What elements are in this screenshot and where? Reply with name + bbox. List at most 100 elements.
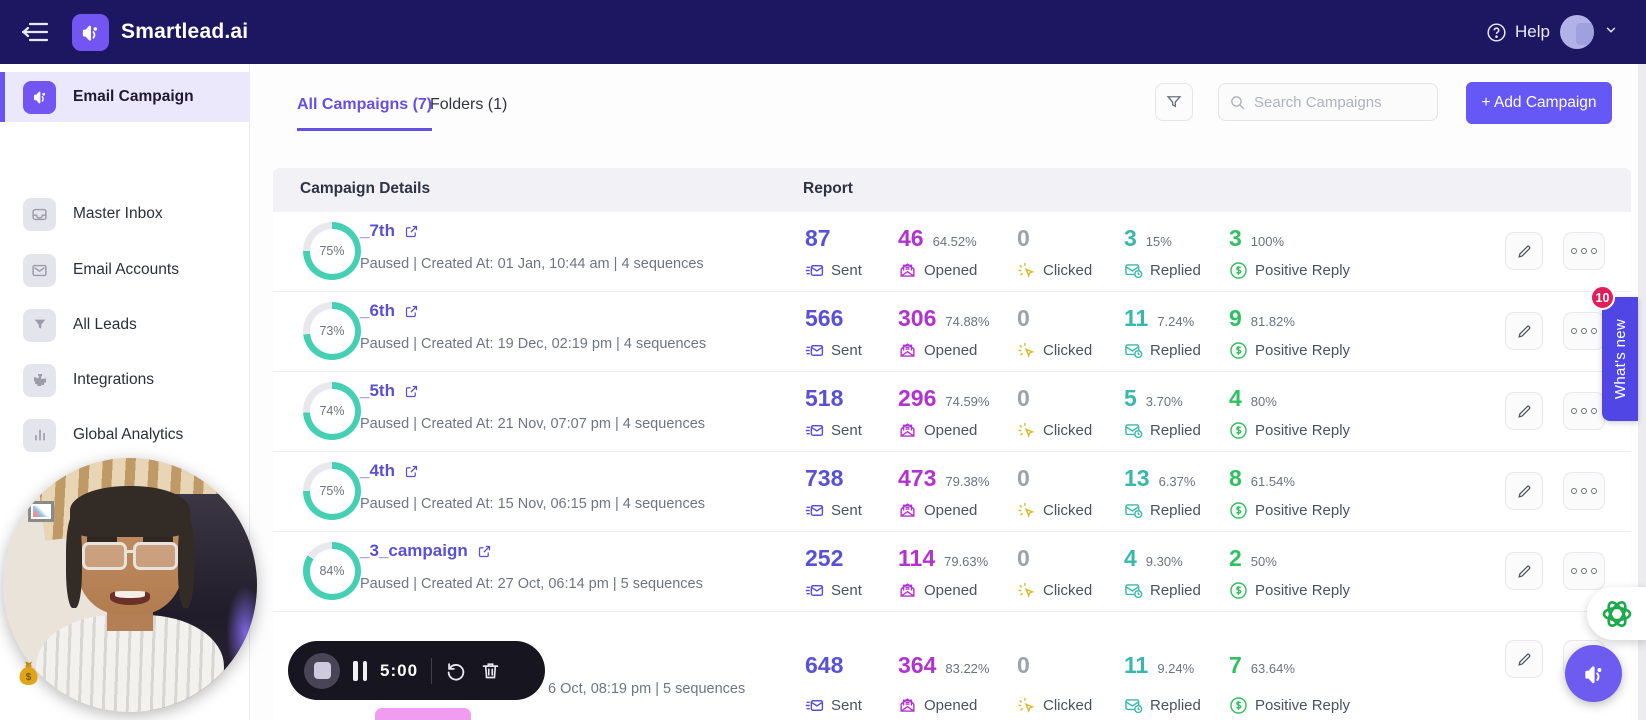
positive-reply-label: Positive Reply	[1255, 697, 1351, 714]
sidebar-collapse-icon[interactable]	[20, 19, 50, 45]
whats-new-label: What's new	[1611, 318, 1629, 400]
opened-count: 306	[898, 305, 937, 331]
webcam-overlay[interactable]	[3, 458, 257, 712]
progress-ring: 75%	[303, 222, 361, 280]
pause-recording-button[interactable]	[353, 660, 367, 681]
clicked-icon	[1018, 697, 1035, 713]
positive-count: 4	[1229, 385, 1242, 411]
external-link-icon	[405, 225, 418, 237]
replied-label: Replied	[1150, 697, 1201, 714]
positive-reply-label: Positive Reply	[1255, 582, 1351, 599]
more-options-button[interactable]	[1563, 552, 1605, 590]
sent-count: 648	[805, 652, 844, 678]
sidebar-item-email-campaign[interactable]: Email Campaign	[0, 72, 250, 122]
more-options-button[interactable]	[1563, 232, 1605, 270]
campaign-name-link[interactable]: _5th	[360, 381, 419, 401]
filter-button[interactable]	[1155, 83, 1193, 121]
search-input[interactable]	[1254, 93, 1419, 111]
opened-pct: 64.52%	[932, 234, 977, 249]
sent-count: 566	[805, 305, 844, 331]
campaign-name-link[interactable]: _6th	[360, 301, 419, 321]
progress-ring: 74%	[303, 382, 361, 440]
campaign-name-link[interactable]: _7th	[360, 221, 419, 241]
positive-reply-label: Positive Reply	[1255, 262, 1351, 279]
opened-icon	[900, 343, 915, 357]
help-label: Help	[1515, 22, 1550, 41]
campaign-name-link[interactable]: _4th	[360, 461, 419, 481]
more-options-button[interactable]	[1563, 392, 1605, 430]
positive-count: 3	[1229, 225, 1242, 251]
edit-campaign-button[interactable]	[1505, 312, 1543, 350]
opened-icon	[900, 423, 915, 437]
progress-ring: 75%	[303, 462, 361, 520]
table-row[interactable]: 75% _7th Paused | Created At: 01 Jan, 10…	[273, 212, 1631, 292]
sidebar-item-master-inbox[interactable]: Master Inbox	[0, 192, 250, 236]
sidebar-item-all-leads[interactable]: All Leads	[0, 303, 250, 347]
chevron-down-icon[interactable]	[1604, 23, 1618, 42]
sidebar-item-integrations[interactable]: Integrations	[0, 358, 250, 402]
restart-recording-button[interactable]	[445, 660, 467, 682]
positive-count: 9	[1229, 305, 1242, 331]
opened-pct: 83.22%	[945, 661, 990, 676]
recording-toolbar: 5:00	[288, 641, 545, 700]
opened-pct: 74.88%	[945, 314, 990, 329]
opened-icon	[900, 698, 915, 712]
tab-all-campaigns[interactable]: All Campaigns (7)	[297, 96, 433, 131]
replied-pct: 3.70%	[1145, 394, 1183, 409]
replied-label: Replied	[1150, 342, 1201, 359]
more-options-button[interactable]	[1563, 472, 1605, 510]
help-button[interactable]: Help	[1486, 22, 1550, 43]
sent-icon	[805, 425, 824, 436]
sent-count: 87	[805, 225, 831, 251]
sidebar-item-email-accounts[interactable]: Email Accounts	[0, 248, 250, 292]
replied-label: Replied	[1150, 502, 1201, 519]
table-row[interactable]: 74% _5th Paused | Created At: 21 Nov, 07…	[273, 372, 1631, 452]
external-link-icon	[405, 465, 418, 477]
pencil-icon	[1517, 653, 1530, 666]
clicked-icon	[1018, 342, 1035, 358]
user-avatar[interactable]	[1560, 15, 1594, 49]
replied-label: Replied	[1150, 262, 1201, 279]
recorder-app-button[interactable]	[1587, 587, 1646, 640]
edit-campaign-button[interactable]	[1505, 232, 1543, 270]
campaign-name-link[interactable]: _3_campaign	[360, 541, 492, 561]
edit-campaign-button[interactable]	[1505, 552, 1543, 590]
edit-campaign-button[interactable]	[1505, 472, 1543, 510]
bar-chart-icon	[23, 418, 56, 452]
opened-label: Opened	[924, 342, 978, 359]
replied-icon	[1125, 584, 1143, 599]
stop-recording-button[interactable]	[304, 652, 340, 689]
divider	[431, 657, 433, 684]
opened-count: 473	[898, 465, 937, 491]
positive-count: 8	[1229, 465, 1242, 491]
sent-label: Sent	[831, 502, 862, 519]
table-row[interactable]: 75% _4th Paused | Created At: 15 Nov, 06…	[273, 452, 1631, 532]
more-options-button[interactable]	[1563, 312, 1605, 350]
edit-campaign-button[interactable]	[1505, 392, 1543, 430]
smartlead-assistant-button[interactable]	[1565, 645, 1622, 702]
svg-text:$: $	[26, 672, 32, 683]
money-bag-icon: $	[16, 660, 41, 691]
vertical-scrollbar[interactable]	[1638, 64, 1646, 720]
sent-label: Sent	[831, 582, 862, 599]
add-campaign-button[interactable]: + Add Campaign	[1466, 82, 1612, 124]
sent-icon	[805, 505, 824, 516]
knot-icon	[1602, 600, 1632, 627]
edit-campaign-button[interactable]	[1505, 640, 1543, 678]
table-row[interactable]: 73% _6th Paused | Created At: 19 Dec, 02…	[273, 292, 1631, 372]
opened-count: 114	[898, 545, 936, 571]
opened-icon	[900, 583, 915, 597]
sidebar-item-global-analytics[interactable]: Global Analytics	[0, 413, 250, 457]
search-icon	[1231, 95, 1245, 109]
tab-folders[interactable]: Folders (1)	[430, 96, 508, 113]
replied-pct: 9.24%	[1157, 661, 1195, 676]
positive-reply-label: Positive Reply	[1255, 502, 1351, 519]
table-row[interactable]: 84% _3_campaign Paused | Created At: 27 …	[273, 532, 1631, 612]
positive-reply-icon	[1230, 422, 1247, 439]
column-header-campaign-details: Campaign Details	[300, 180, 431, 197]
replied-icon	[1125, 699, 1143, 714]
external-link-icon	[478, 545, 490, 557]
delete-recording-button[interactable]	[480, 660, 501, 681]
whats-new-tab[interactable]: 10 What's new	[1590, 285, 1638, 421]
